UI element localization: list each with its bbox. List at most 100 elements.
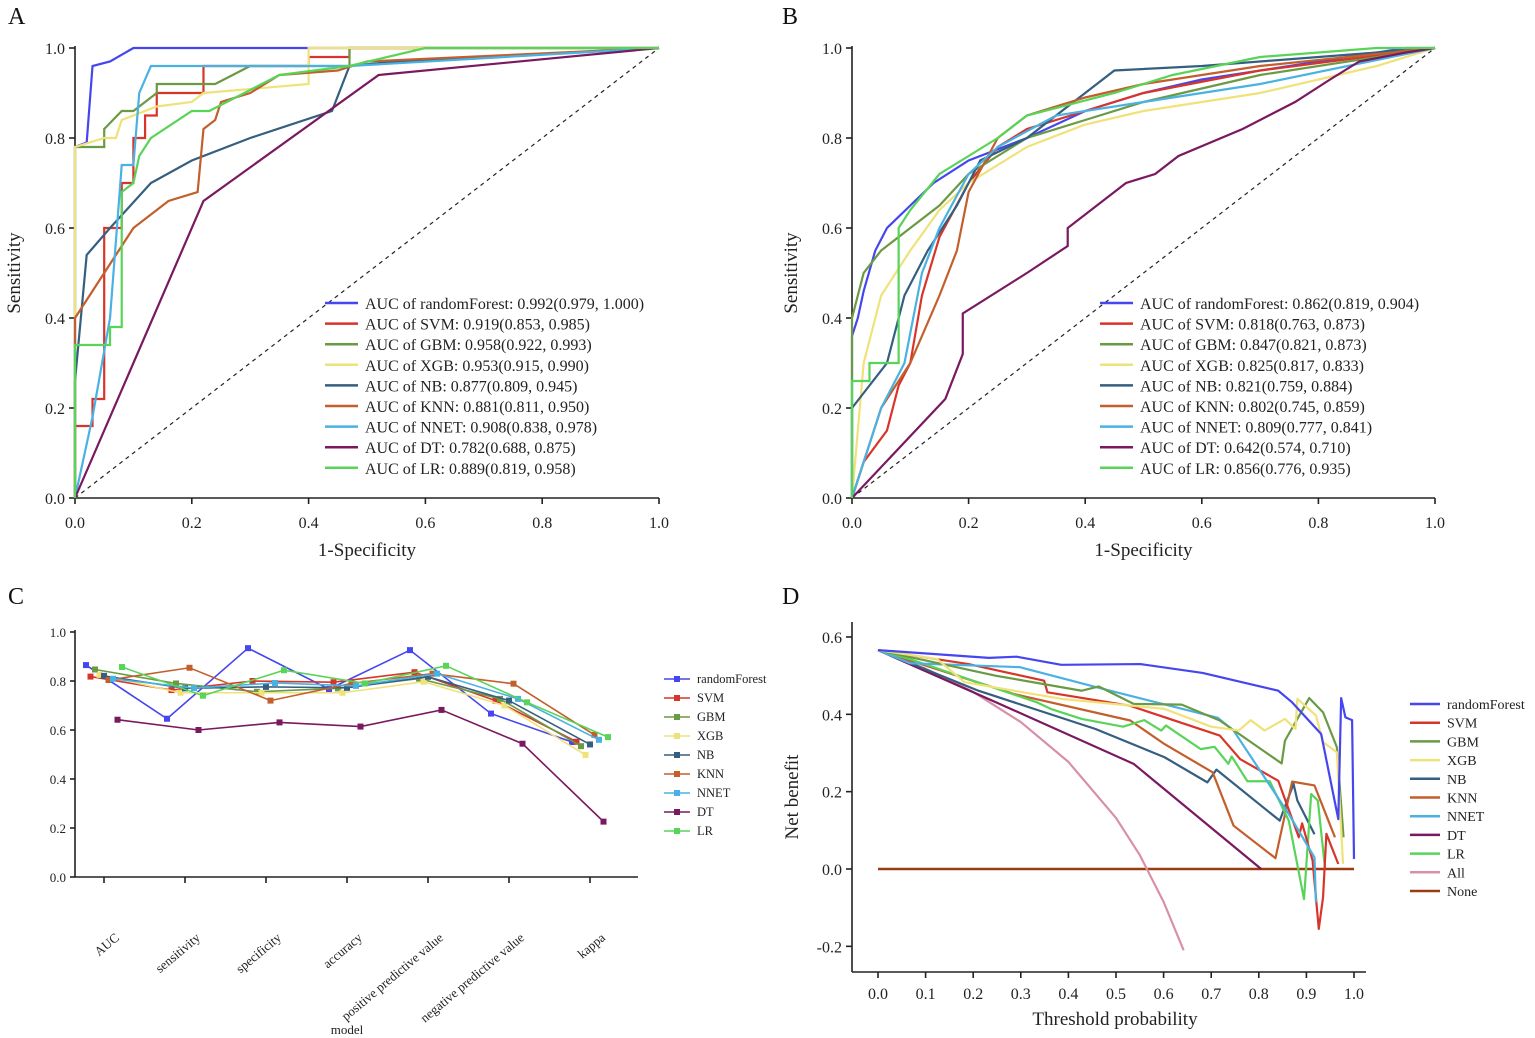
y-axis-title: Sensitivity (4, 232, 25, 314)
metric-point-KNN (510, 680, 517, 687)
legend-label-LR: LR (697, 824, 714, 838)
x-tick-label: 1.0 (649, 515, 669, 532)
y-tick-label: 0.6 (822, 630, 842, 647)
metric-point-LR (200, 692, 206, 699)
metric-point-randomForest (407, 647, 413, 654)
legend-label-SVM: AUC of SVM: 0.919(0.853, 0.985) (365, 317, 590, 334)
decision-curve-All (877, 649, 1185, 951)
decision-curve-DT (877, 649, 1262, 870)
legend-label-NNET: NNET (697, 786, 731, 800)
metric-point-DT (357, 723, 364, 730)
legend-label-randomForest: randomForest (697, 672, 767, 686)
metric-point-randomForest (569, 739, 575, 746)
x-tick-label: 1.0 (1425, 515, 1445, 532)
x-tick-label: 0.4 (299, 515, 319, 532)
x-tick-label: 0.9 (1296, 986, 1316, 1003)
x-tick-label: 0.2 (959, 515, 979, 532)
metric-point-DT (195, 727, 202, 733)
roc-curve-NNET (850, 46, 1436, 499)
metric-point-randomForest (164, 715, 170, 722)
y-tick-label: 0.0 (45, 491, 65, 508)
x-tick-label: 0.4 (1075, 515, 1095, 532)
panel-label-c: C (8, 584, 24, 610)
legend-label-randomForest: AUC of randomForest: 0.992(0.979, 1.000) (365, 296, 644, 313)
metric-point-LR (362, 680, 368, 687)
legend-label-GBM: AUC of GBM: 0.958(0.922, 0.993) (365, 337, 592, 354)
metric-point-LR (443, 662, 449, 669)
legend-marker-NNET (674, 790, 680, 796)
y-tick-label: 0.4 (822, 311, 842, 328)
decision-curve-randomForest (877, 649, 1356, 859)
legend-label-KNN: AUC of KNN: 0.881(0.811, 0.950) (365, 399, 589, 416)
metric-point-NNET (596, 736, 602, 743)
x-axis-title: 1-Specificity (1094, 540, 1193, 561)
y-tick-label: 0.6 (822, 221, 842, 238)
x-tick-label: 0.6 (415, 515, 435, 532)
legend-marker-KNN (674, 771, 680, 777)
metric-point-DT (276, 719, 283, 726)
y-tick-label: 0.0 (822, 862, 842, 879)
legend-label-LR: LR (1447, 848, 1466, 863)
y-tick-label: 0.8 (50, 674, 66, 689)
roc-curve-NNET (73, 46, 660, 499)
reference-diagonal (851, 47, 1436, 499)
panel-label-b: B (782, 4, 798, 30)
y-tick-label: 1.0 (822, 41, 842, 58)
y-tick-label: 1.0 (45, 41, 65, 58)
metric-point-NB (425, 673, 431, 680)
x-tick-label: 0.8 (1249, 986, 1269, 1003)
x-tick-label: 0.4 (1058, 986, 1078, 1003)
metric-point-KNN (267, 697, 274, 704)
metric-point-KNN (105, 677, 112, 684)
x-tick-label: 0.8 (532, 515, 552, 532)
metric-point-NB (587, 741, 593, 748)
y-tick-label: 0.0 (50, 870, 66, 885)
legend-label-randomForest: AUC of randomForest: 0.862(0.819, 0.904) (1140, 296, 1419, 313)
decision-curve-NB (877, 649, 1316, 835)
legend-label-XGB: XGB (697, 729, 723, 743)
panel-label-d: D (782, 584, 799, 610)
decision-curve-XGB (877, 649, 1345, 865)
decision-curve-LR (877, 649, 1327, 901)
legend-label-SVM: SVM (697, 691, 724, 705)
legend-label-GBM: GBM (697, 710, 725, 724)
panel-label-a: A (8, 4, 26, 30)
metric-point-NNET (434, 670, 440, 677)
y-tick-label: 0.2 (50, 821, 66, 836)
metric-point-GBM (173, 680, 179, 687)
legend-label-DT: DT (697, 805, 714, 819)
x-tick-label: 0.6 (1154, 986, 1174, 1003)
legend-marker-GBM (674, 714, 680, 720)
x-tick-label: 0.0 (65, 515, 85, 532)
metric-point-GBM (578, 743, 584, 750)
x-tick-label: 0.1 (916, 986, 936, 1003)
metric-point-LR (605, 734, 611, 741)
roc-curve-DT (73, 46, 660, 499)
legend-label-DT: AUC of DT: 0.642(0.574, 0.710) (1140, 440, 1351, 457)
category-label: sensitivity (152, 929, 203, 975)
legend-label-None: None (1447, 885, 1477, 900)
y-tick-label: 0.4 (822, 707, 842, 724)
legend-label-DT: DT (1447, 829, 1466, 844)
roc-curve-NB (850, 46, 1436, 498)
legend-marker-LR (674, 828, 680, 834)
metric-point-NNET (110, 675, 116, 682)
legend-label-GBM: AUC of GBM: 0.847(0.821, 0.873) (1140, 337, 1367, 354)
y-tick-label: 1.0 (50, 625, 66, 640)
x-tick-label: 0.2 (963, 986, 983, 1003)
x-tick-label: 0.2 (182, 515, 202, 532)
legend-label-DT: AUC of DT: 0.782(0.688, 0.875) (365, 440, 576, 457)
y-tick-label: 0.2 (822, 401, 842, 418)
decision-curve-KNN (877, 649, 1336, 860)
roc-curve-LR (73, 46, 659, 498)
y-tick-label: 0.2 (45, 401, 65, 418)
y-tick-label: 0.0 (822, 491, 842, 508)
metric-point-KNN (591, 731, 598, 738)
y-tick-label: 0.8 (822, 131, 842, 148)
y-axis-title: Net benefit (782, 754, 803, 840)
category-label: specificity (233, 929, 285, 976)
legend-label-SVM: AUC of SVM: 0.818(0.763, 0.873) (1140, 317, 1365, 334)
legend-label-SVM: SVM (1447, 717, 1478, 732)
metric-point-XGB (177, 689, 184, 696)
legend-label-LR: AUC of LR: 0.856(0.776, 0.935) (1140, 461, 1351, 478)
